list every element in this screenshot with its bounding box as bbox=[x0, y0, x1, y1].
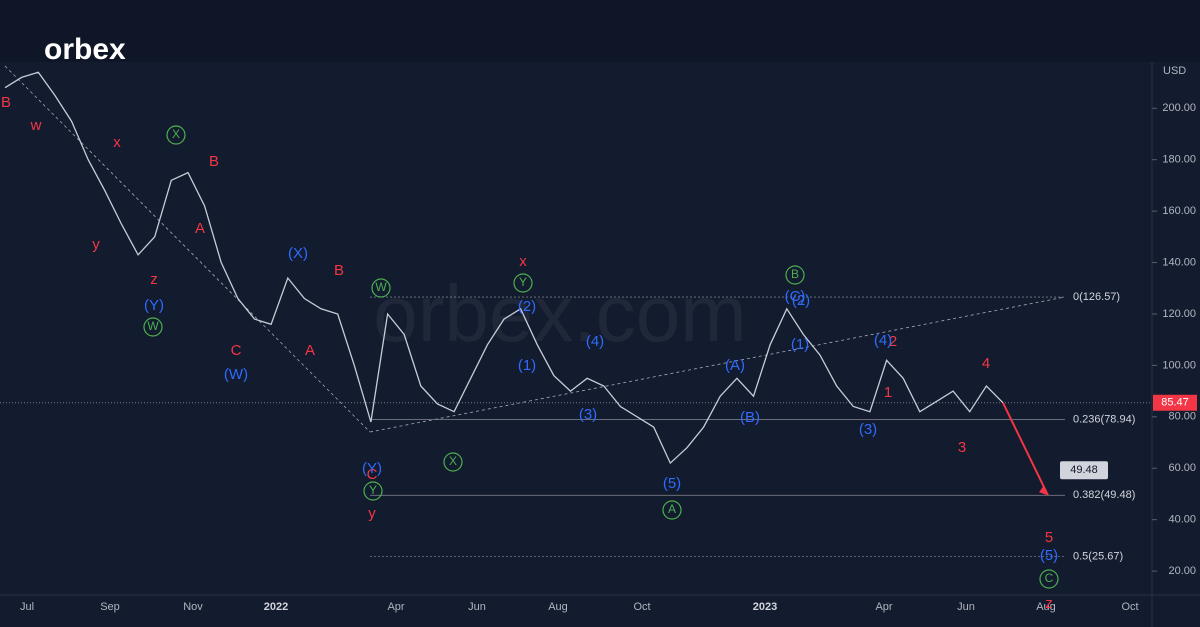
wave-label: (Y) bbox=[362, 460, 382, 477]
wave-label: Y bbox=[369, 483, 377, 497]
y-tick-label: 160.00 bbox=[1162, 205, 1196, 217]
wave-label: C bbox=[1045, 571, 1054, 585]
wave-label: w bbox=[30, 117, 42, 134]
y-tick-label: 200.00 bbox=[1162, 102, 1196, 114]
price-line bbox=[4, 71, 1004, 465]
wave-circle bbox=[513, 273, 533, 293]
wave-label: (2) bbox=[518, 298, 536, 315]
arrow-head bbox=[1039, 485, 1048, 496]
x-tick-label: 2022 bbox=[264, 601, 288, 613]
wave-label: 3 bbox=[958, 439, 966, 456]
fib-label: 0.236(78.94) bbox=[1073, 413, 1135, 425]
wave-label: (1) bbox=[791, 336, 809, 353]
x-tick-label: Nov bbox=[183, 601, 203, 613]
x-tick-label: Oct bbox=[1121, 601, 1138, 613]
wave-circle bbox=[166, 125, 186, 145]
x-tick-label: Aug bbox=[548, 601, 568, 613]
wave-label: (1) bbox=[518, 357, 536, 374]
wave-label: (A) bbox=[725, 357, 745, 374]
logo: orbex bbox=[44, 33, 126, 66]
wave-label: x bbox=[519, 253, 527, 270]
wave-label: (4) bbox=[586, 333, 604, 350]
target-label: 49.48 bbox=[1070, 464, 1098, 476]
y-tick-label: 180.00 bbox=[1162, 154, 1196, 166]
wave-label: (3) bbox=[859, 421, 877, 438]
wave-label: B bbox=[1, 94, 11, 111]
wave-label: B bbox=[334, 262, 344, 279]
wave-label: (C) bbox=[785, 288, 806, 305]
wave-label: 1 bbox=[884, 384, 892, 401]
wave-label: B bbox=[209, 153, 219, 170]
wave-label: (5) bbox=[1040, 547, 1058, 564]
y-tick-label: 20.00 bbox=[1168, 565, 1196, 577]
wave-label: 5 bbox=[1045, 529, 1053, 546]
projection-arrow bbox=[1002, 402, 1049, 496]
wave-label: W bbox=[147, 319, 159, 333]
wave-label: A bbox=[305, 342, 315, 359]
wave-circle bbox=[1039, 569, 1059, 589]
wave-label: A bbox=[668, 502, 676, 516]
y-tick-label: 60.00 bbox=[1168, 462, 1196, 474]
wave-label: x bbox=[113, 134, 121, 151]
x-tick-label: Oct bbox=[633, 601, 650, 613]
wave-circle bbox=[371, 278, 391, 298]
y-tick-label: 120.00 bbox=[1162, 308, 1196, 320]
target-box bbox=[1060, 461, 1108, 480]
wave-label: W bbox=[375, 280, 387, 294]
trend-line bbox=[4, 65, 371, 433]
wave-label: (3) bbox=[579, 406, 597, 423]
wave-label: A bbox=[195, 220, 205, 237]
fib-label: 0.5(25.67) bbox=[1073, 550, 1123, 562]
fib-label: 0.382(49.48) bbox=[1073, 489, 1135, 501]
wave-label: z bbox=[150, 271, 158, 288]
x-tick-label: Apr bbox=[387, 601, 404, 613]
watermark: orbex.com bbox=[373, 269, 746, 358]
wave-label: 4 bbox=[982, 355, 990, 372]
wave-circle bbox=[785, 265, 805, 285]
wave-label: (B) bbox=[740, 409, 760, 426]
wave-label: z bbox=[1045, 595, 1053, 612]
wave-circle bbox=[443, 452, 463, 472]
wave-label: X bbox=[449, 454, 457, 468]
wave-label: (2) bbox=[792, 292, 810, 309]
y-axis-label: USD bbox=[1163, 65, 1186, 77]
wave-label: C bbox=[231, 342, 242, 359]
wave-label: (W) bbox=[224, 366, 248, 383]
wave-label: y bbox=[92, 236, 100, 253]
wave-circle bbox=[363, 481, 383, 501]
y-tick-label: 100.00 bbox=[1162, 359, 1196, 371]
last-price-box bbox=[1153, 394, 1197, 411]
x-tick-label: Jun bbox=[468, 601, 486, 613]
header bbox=[0, 0, 1200, 62]
x-tick-label: Apr bbox=[875, 601, 892, 613]
x-tick-label: Jul bbox=[20, 601, 34, 613]
x-tick-label: Jun bbox=[957, 601, 975, 613]
y-tick-label: 80.00 bbox=[1168, 411, 1196, 423]
wave-label: (X) bbox=[288, 245, 308, 262]
wave-circle bbox=[143, 317, 163, 337]
wave-label: (4) bbox=[874, 332, 892, 349]
wave-label: (5) bbox=[663, 475, 681, 492]
wave-label: (Y) bbox=[144, 297, 164, 314]
wave-label: 2 bbox=[889, 333, 897, 350]
fib-label: 0(126.57) bbox=[1073, 291, 1120, 303]
y-tick-label: 140.00 bbox=[1162, 256, 1196, 268]
x-tick-label: Aug bbox=[1036, 601, 1056, 613]
x-tick-label: 2023 bbox=[753, 601, 777, 613]
wave-circle bbox=[662, 500, 682, 520]
wave-label: C bbox=[367, 466, 378, 483]
y-tick-label: 40.00 bbox=[1168, 514, 1196, 526]
wave-label: X bbox=[172, 127, 180, 141]
wave-label: y bbox=[368, 505, 376, 522]
wave-label: B bbox=[791, 267, 799, 281]
trend-line bbox=[369, 296, 1066, 433]
wave-label: Y bbox=[519, 275, 527, 289]
x-tick-label: Sep bbox=[100, 601, 120, 613]
last-price-label: 85.47 bbox=[1161, 397, 1189, 409]
